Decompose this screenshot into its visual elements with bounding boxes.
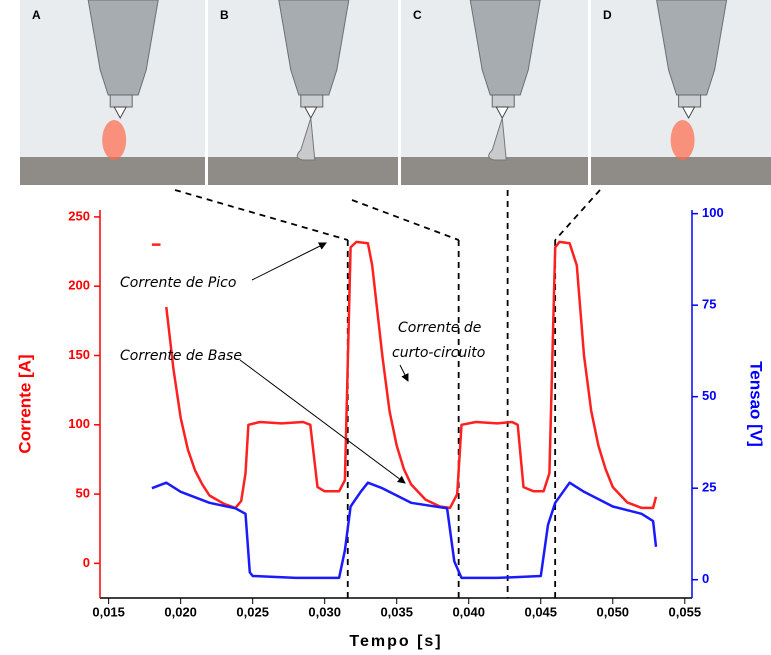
arrow — [239, 359, 406, 484]
y-tick-label: 0 — [83, 555, 90, 570]
y2-axis-label: Tensao [V] — [747, 361, 766, 447]
y-tick-label: 50 — [76, 486, 90, 501]
series-line — [151, 481, 658, 580]
torch — [656, 0, 728, 96]
series-line — [151, 240, 658, 510]
x-tick-label: 0,045 — [524, 604, 557, 619]
panel-label: D — [603, 8, 612, 22]
y-tick-label: 250 — [68, 208, 90, 223]
ground — [401, 157, 588, 185]
annotation: Corrente de Base — [120, 348, 242, 364]
x-tick-label: 0,025 — [236, 604, 269, 619]
y-tick-label: 200 — [68, 278, 90, 293]
annotation: Corrente de Pico — [120, 275, 236, 291]
panel-label: C — [413, 8, 422, 22]
ground — [208, 157, 398, 185]
wire — [303, 106, 318, 120]
wire — [681, 106, 696, 120]
annotation: Corrente de — [398, 320, 481, 336]
arc — [102, 120, 127, 160]
torch — [469, 0, 541, 96]
y2-tick-label: 0 — [702, 571, 709, 586]
panel-label: A — [32, 8, 41, 22]
connector — [554, 189, 601, 241]
ground — [591, 157, 771, 185]
x-tick-label: 0,050 — [597, 604, 630, 619]
torch — [278, 0, 350, 96]
y2-tick-label: 50 — [702, 388, 716, 403]
y-axis-label: Corrente [A] — [15, 354, 34, 453]
x-tick-label: 0,055 — [669, 604, 702, 619]
x-axis-label: Tempo [s] — [349, 633, 442, 650]
wire — [113, 106, 128, 120]
y2-tick-label: 75 — [702, 297, 716, 312]
x-tick-label: 0,040 — [452, 604, 485, 619]
x-tick-label: 0,015 — [92, 604, 125, 619]
connector — [174, 189, 348, 241]
y2-tick-label: 25 — [702, 480, 716, 495]
arc — [670, 120, 695, 160]
annotation: curto-circuito — [392, 345, 485, 361]
torch — [87, 0, 159, 96]
connector — [351, 199, 459, 241]
nozzle — [300, 94, 324, 108]
droplet — [296, 117, 316, 161]
ground — [20, 157, 205, 185]
y2-tick-label: 100 — [702, 205, 724, 220]
plot: 0,015 0,020 0,025 0,030 0,035 0,040 0,045 0,050… — [68, 189, 724, 619]
panel-label: B — [220, 8, 229, 22]
nozzle — [491, 94, 515, 108]
droplet — [488, 117, 507, 161]
x-tick-label: 0,020 — [164, 604, 197, 619]
y-tick-label: 150 — [68, 347, 90, 362]
panels: A B C D — [20, 0, 771, 185]
nozzle — [109, 94, 133, 108]
y-tick-label: 100 — [68, 416, 90, 431]
nozzle — [678, 94, 702, 108]
arrow — [399, 364, 409, 382]
arrow — [251, 242, 327, 281]
wire — [495, 106, 510, 120]
x-tick-label: 0,035 — [380, 604, 413, 619]
x-tick-label: 0,030 — [308, 604, 341, 619]
